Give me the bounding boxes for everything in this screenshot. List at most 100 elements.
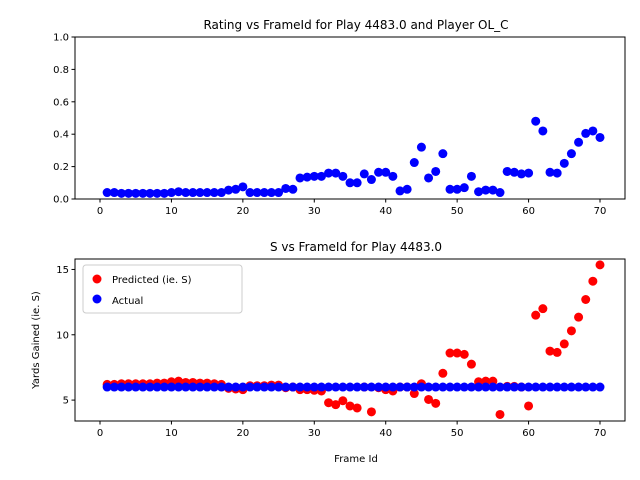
speed-chart-title: S vs FrameId for Play 4483.0 — [270, 240, 442, 254]
speed-series-0-point — [559, 339, 569, 349]
speed-series-1-point — [345, 382, 355, 392]
rating-series-0-point — [516, 169, 526, 179]
speed-x-tick-label: 40 — [379, 428, 392, 439]
rating-series-0-point — [309, 171, 319, 181]
rating-series-0-point — [409, 158, 419, 168]
rating-series-0-point — [559, 158, 569, 168]
speed-series-1-point — [574, 382, 584, 392]
speed-series-1-point — [545, 382, 555, 392]
speed-series-1-point — [402, 382, 412, 392]
rating-x-ticks: 0 10 20 30 40 50 60 70 — [97, 199, 606, 217]
speed-x-tick-label: 10 — [165, 428, 178, 439]
speed-series-1-point — [409, 382, 419, 392]
rating-x-tick-label: 50 — [451, 206, 464, 217]
speed-y-ticks: 5 10 15 — [56, 265, 75, 407]
speed-series-1-point — [109, 382, 119, 392]
legend-box — [82, 264, 243, 314]
speed-series-1-point — [124, 382, 134, 392]
speed-series-1-point — [202, 382, 212, 392]
speed-series-0-point — [445, 348, 455, 358]
speed-series-1-point — [388, 382, 398, 392]
rating-series-0-point — [102, 188, 112, 198]
rating-series-0-point — [481, 185, 491, 195]
speed-series-0-point — [552, 347, 562, 357]
speed-series-1-point — [588, 382, 598, 392]
rating-y-tick-label: 0.6 — [53, 97, 69, 108]
speed-series-1-point — [595, 382, 605, 392]
speed-series-0-point — [524, 401, 534, 411]
speed-series-1-point — [288, 382, 298, 392]
rating-series-0-point — [274, 188, 284, 198]
rating-series-0-point — [288, 184, 298, 194]
rating-series-0-point — [402, 184, 412, 194]
rating-y-tick-label: 0.4 — [53, 130, 69, 141]
speed-points — [102, 260, 605, 419]
speed-series-1-point — [245, 382, 255, 392]
rating-series-0-point — [445, 184, 455, 194]
speed-series-1-point — [102, 382, 112, 392]
speed-series-0-point — [366, 407, 376, 417]
speed-series-1-point — [581, 382, 591, 392]
speed-series-0-point — [431, 398, 441, 408]
rating-series-0-point — [545, 167, 555, 177]
speed-series-0-point — [352, 403, 362, 413]
speed-x-tick-label: 50 — [451, 428, 464, 439]
rating-series-0-point — [424, 173, 434, 183]
rating-series-0-point — [495, 188, 505, 198]
speed-series-1-point — [395, 382, 405, 392]
speed-series-1-point — [445, 382, 455, 392]
rating-series-0-point — [116, 188, 126, 198]
speed-series-1-point — [466, 382, 476, 392]
speed-series-1-point — [145, 382, 155, 392]
rating-series-0-point — [502, 166, 512, 176]
rating-x-tick-label: 30 — [308, 206, 321, 217]
speed-series-1-point — [566, 382, 576, 392]
speed-x-tick-label: 30 — [308, 428, 321, 439]
rating-series-0-point — [138, 188, 148, 198]
rating-series-0-point — [124, 188, 134, 198]
rating-series-0-point — [131, 188, 141, 198]
speed-series-1-point — [502, 382, 512, 392]
rating-series-0-point — [416, 142, 426, 152]
speed-series-1-point — [474, 382, 484, 392]
rating-series-0-point — [245, 188, 255, 198]
rating-y-tick-label: 0.0 — [53, 195, 69, 206]
speed-series-1-point — [309, 382, 319, 392]
rating-y-tick-label: 0.8 — [53, 65, 69, 76]
rating-y-tick-label: 1.0 — [53, 33, 69, 44]
rating-x-tick-label: 60 — [522, 206, 535, 217]
speed-series-1-point — [509, 382, 519, 392]
rating-series-0-point — [352, 178, 362, 188]
speed-y-axis-label: Yards Gained (ie. S) — [31, 291, 42, 390]
rating-series-0-point — [431, 166, 441, 176]
speed-series-1-point — [209, 382, 219, 392]
speed-series-1-point — [495, 382, 505, 392]
rating-series-0-point — [531, 116, 541, 126]
rating-series-0-point — [459, 183, 469, 193]
legend-label-predicted: Predicted (ie. S) — [112, 275, 192, 286]
speed-series-1-point — [481, 382, 491, 392]
speed-series-1-point — [431, 382, 441, 392]
rating-series-0-point — [159, 188, 169, 198]
rating-series-0-point — [281, 183, 291, 193]
rating-series-0-point — [374, 167, 384, 177]
legend-marker-actual — [92, 294, 102, 304]
speed-x-tick-label: 20 — [236, 428, 249, 439]
rating-series-0-point — [295, 173, 305, 183]
speed-series-1-point — [195, 382, 205, 392]
speed-series-0-point — [495, 409, 505, 419]
rating-series-0-point — [574, 137, 584, 147]
rating-x-tick-label: 20 — [236, 206, 249, 217]
rating-series-0-point — [316, 171, 326, 181]
speed-series-0-point — [588, 276, 598, 286]
rating-series-0-point — [266, 188, 276, 198]
rating-series-0-point — [509, 167, 519, 177]
speed-series-0-point — [338, 396, 348, 406]
rating-y-tick-label: 0.2 — [53, 162, 69, 173]
rating-series-0-point — [438, 149, 448, 159]
speed-series-1-point — [452, 382, 462, 392]
rating-series-0-point — [488, 185, 498, 195]
speed-x-tick-label: 60 — [522, 428, 535, 439]
rating-series-0-point — [359, 169, 369, 179]
speed-series-1-point — [524, 382, 534, 392]
